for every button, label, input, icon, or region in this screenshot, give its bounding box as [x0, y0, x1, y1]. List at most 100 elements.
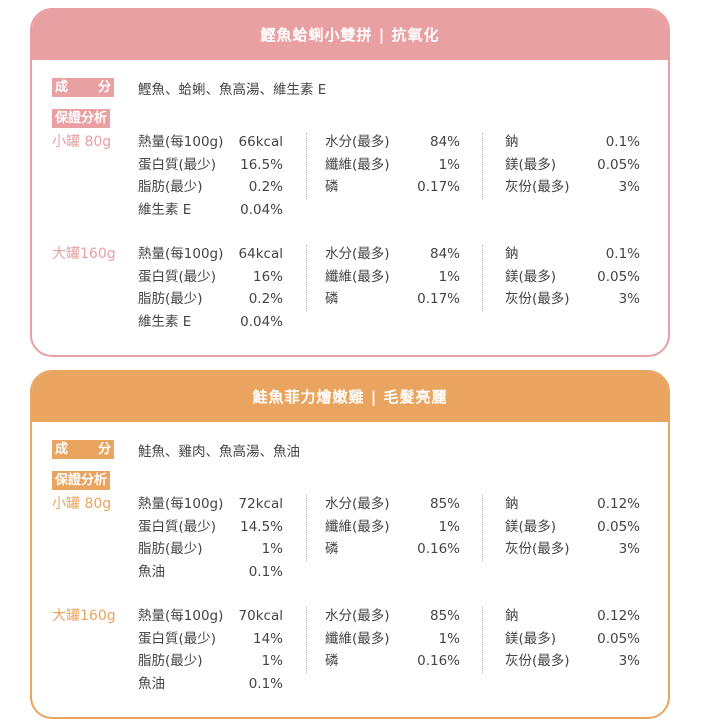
nutrient-row: 熱量(每100g) 70kcal	[138, 605, 283, 628]
nutrient-value: 1%	[438, 268, 460, 285]
nutrient-value: 85%	[429, 496, 460, 512]
nutrient-value: 0.12%	[597, 496, 640, 512]
nutrient-value: 84%	[429, 134, 460, 150]
card-title: 鰹魚蛤蜊小雙拼 | 抗氧化	[32, 10, 668, 60]
nutrient-value: 1%	[438, 156, 460, 173]
nutrient-row: 鈉 0.12%	[505, 605, 640, 628]
column-divider	[306, 133, 307, 199]
nutrient-name: 熱量(每100g)	[138, 246, 224, 262]
nutrient-value: 0.04%	[240, 314, 283, 331]
nutrient-name: 水分(最多)	[325, 608, 390, 624]
nutrient-row: 灰份(最多) 3%	[505, 650, 640, 673]
nutrient-column: 鈉 0.1% 鎂(最多) 0.05% 灰份(最多) 3%	[505, 131, 640, 199]
nutrient-row: 脂肪(最少) 1%	[138, 650, 283, 673]
nutrient-value: 0.05%	[597, 518, 640, 535]
nutrient-value: 72kcal	[238, 496, 283, 512]
nutrient-row: 維生素 E 0.04%	[138, 199, 283, 222]
nutrient-row: 水分(最多) 85%	[325, 493, 460, 516]
nutrient-name: 鎂(最多)	[505, 268, 557, 285]
nutrient-row: 灰份(最多) 3%	[505, 288, 640, 311]
nutrient-name: 蛋白質(最少)	[138, 630, 217, 647]
nutrient-name: 磷	[325, 291, 339, 308]
nutrient-value: 0.05%	[597, 268, 640, 285]
nutrient-name: 鎂(最多)	[505, 518, 557, 535]
nutrient-name: 脂肪(最少)	[138, 541, 203, 558]
nutrient-value: 0.17%	[417, 179, 460, 196]
nutrient-row: 水分(最多) 84%	[325, 131, 460, 154]
size-label: 小罐 80g	[52, 134, 112, 150]
column-divider	[306, 607, 307, 673]
nutrient-row: 維生素 E 0.04%	[138, 311, 283, 334]
analysis-label: 保證分析	[52, 471, 111, 490]
nutrient-column: 鈉 0.12% 鎂(最多) 0.05% 灰份(最多) 3%	[505, 493, 640, 561]
nutrient-value: 0.05%	[597, 630, 640, 647]
nutrient-row: 魚油 0.1%	[138, 673, 283, 696]
nutrient-name: 脂肪(最少)	[138, 291, 203, 308]
nutrient-value: 3%	[618, 179, 640, 196]
nutrient-value: 3%	[618, 653, 640, 670]
nutrient-name: 魚油	[138, 564, 165, 581]
column-divider	[306, 245, 307, 311]
nutrient-row: 蛋白質(最少) 16%	[138, 266, 283, 289]
nutrient-row: 磷 0.16%	[325, 650, 460, 673]
nutrient-name: 蛋白質(最少)	[138, 518, 217, 535]
nutrient-name: 蛋白質(最少)	[138, 268, 217, 285]
column-divider	[482, 607, 483, 673]
nutrient-name: 灰份(最多)	[505, 179, 570, 196]
nutrient-name: 纖維(最多)	[325, 630, 390, 647]
nutrient-value: 0.1%	[248, 564, 283, 581]
ingredients-label-char: 分	[97, 80, 111, 95]
size-label: 大罐160g	[52, 246, 116, 262]
nutrient-value: 64kcal	[238, 246, 283, 262]
nutrient-row: 磷 0.16%	[325, 538, 460, 561]
nutrient-value: 0.1%	[248, 676, 283, 693]
nutrient-value: 1%	[438, 518, 460, 535]
nutrient-value: 0.16%	[417, 653, 460, 670]
nutrient-value: 0.1%	[605, 246, 640, 262]
nutrient-row: 纖維(最多) 1%	[325, 154, 460, 177]
nutrient-row: 鈉 0.1%	[505, 243, 640, 266]
nutrient-name: 熱量(每100g)	[138, 608, 224, 624]
nutrient-value: 0.2%	[248, 179, 283, 196]
nutrient-name: 魚油	[138, 676, 165, 693]
nutrient-name: 磷	[325, 179, 339, 196]
nutrient-row: 熱量(每100g) 72kcal	[138, 493, 283, 516]
nutrient-column: 水分(最多) 85% 纖維(最多) 1% 磷 0.16%	[325, 605, 460, 673]
nutrient-column: 鈉 0.12% 鎂(最多) 0.05% 灰份(最多) 3%	[505, 605, 640, 673]
nutrient-column: 水分(最多) 84% 纖維(最多) 1% 磷 0.17%	[325, 243, 460, 311]
nutrient-row: 脂肪(最少) 1%	[138, 538, 283, 561]
nutrient-row: 灰份(最多) 3%	[505, 538, 640, 561]
nutrient-name: 灰份(最多)	[505, 291, 570, 308]
size-label: 大罐160g	[52, 608, 116, 624]
nutrient-name: 鎂(最多)	[505, 156, 557, 173]
nutrient-row: 水分(最多) 85%	[325, 605, 460, 628]
ingredients-text: 鮭魚、雞肉、魚高湯、魚油	[138, 444, 300, 460]
nutrient-row: 鎂(最多) 0.05%	[505, 154, 640, 177]
size-label: 小罐 80g	[52, 496, 112, 512]
nutrient-name: 維生素 E	[138, 202, 192, 219]
ingredients-label: 成分	[52, 440, 114, 459]
product-card: 鰹魚蛤蜊小雙拼 | 抗氧化成分鰹魚、蛤蜊、魚高湯、維生素 E 保證分析 小罐 80g…	[30, 8, 670, 357]
nutrient-column: 熱量(每100g) 72kcal 蛋白質(最少) 14.5% 脂肪(最少) 1% 魚油 0.1…	[138, 493, 283, 584]
nutrient-row: 鎂(最多) 0.05%	[505, 266, 640, 289]
nutrient-row: 熱量(每100g) 66kcal	[138, 131, 283, 154]
ingredients-label: 成分	[52, 78, 114, 97]
nutrient-row: 鈉 0.1%	[505, 131, 640, 154]
column-divider	[482, 495, 483, 561]
nutrient-value: 0.04%	[240, 202, 283, 219]
nutrient-row: 纖維(最多) 1%	[325, 266, 460, 289]
nutrient-row: 纖維(最多) 1%	[325, 516, 460, 539]
nutrient-value: 66kcal	[238, 134, 283, 150]
nutrient-row: 脂肪(最少) 0.2%	[138, 288, 283, 311]
nutrient-name: 鈉	[505, 608, 519, 624]
nutrient-value: 85%	[429, 608, 460, 624]
nutrient-name: 鈉	[505, 134, 519, 150]
nutrient-name: 維生素 E	[138, 314, 192, 331]
nutrient-value: 0.05%	[597, 156, 640, 173]
nutrient-row: 熱量(每100g) 64kcal	[138, 243, 283, 266]
nutrient-name: 纖維(最多)	[325, 518, 390, 535]
nutrient-row: 鈉 0.12%	[505, 493, 640, 516]
nutrient-name: 水分(最多)	[325, 496, 390, 512]
nutrient-row: 纖維(最多) 1%	[325, 628, 460, 651]
nutrient-name: 水分(最多)	[325, 134, 390, 150]
